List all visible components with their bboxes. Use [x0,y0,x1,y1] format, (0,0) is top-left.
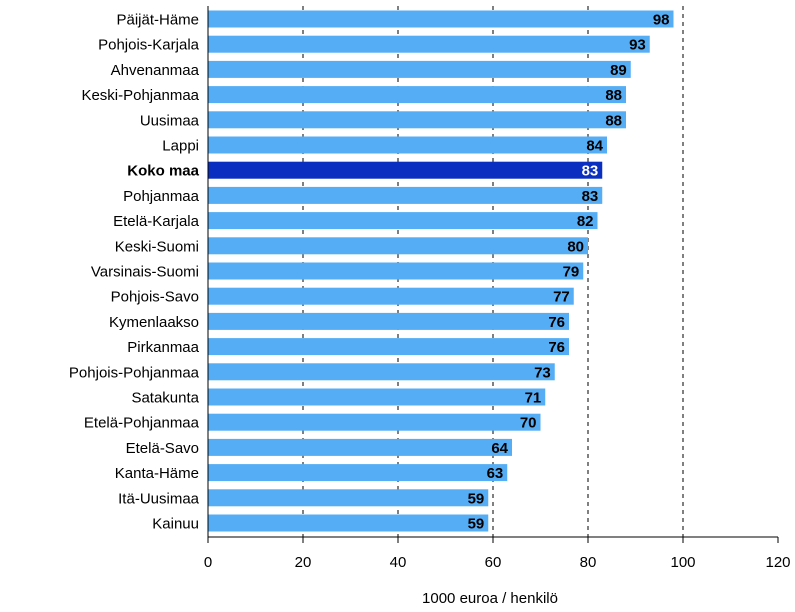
category-label-etelä-pohjanmaa: Etelä-Pohjanmaa [84,415,200,432]
category-label-päijät-häme: Päijät-Häme [116,12,199,29]
value-label-uusimaa: 88 [605,112,622,129]
category-label-etelä-karjala: Etelä-Karjala [113,213,200,230]
value-label-varsinais-suomi: 79 [563,264,580,281]
bar-etelä-pohjanmaa [208,413,541,431]
value-label-keski-pohjanmaa: 88 [605,87,622,104]
category-label-uusimaa: Uusimaa [140,112,200,129]
category-label-satakunta: Satakunta [131,390,199,407]
category-label-pohjois-pohjanmaa: Pohjois-Pohjanmaa [69,364,200,381]
category-label-pohjois-savo: Pohjois-Savo [111,289,199,306]
bar-keski-suomi [208,237,588,255]
x-tick-label-40: 40 [390,554,407,571]
bar-pohjois-karjala [208,35,650,53]
bar-kanta-häme [208,464,508,482]
bar-päijät-häme [208,10,674,28]
labels: 98 Päijät-Häme 93 Pohjois-Karjala 89 Ahvenanm… [69,12,791,572]
category-label-itä-uusimaa: Itä-Uusimaa [118,490,200,507]
bar-pohjanmaa [208,186,603,204]
bar-pohjois-savo [208,287,574,305]
value-label-etelä-karjala: 82 [577,213,594,230]
bar-varsinais-suomi [208,262,584,280]
value-label-etelä-pohjanmaa: 70 [520,415,537,432]
x-tick-label-120: 120 [765,554,790,571]
value-label-keski-suomi: 80 [567,238,584,255]
bar-kainuu [208,514,489,532]
value-label-satakunta: 71 [525,390,542,407]
value-label-kainuu: 59 [468,516,485,533]
bar-etelä-karjala [208,212,598,230]
category-label-keski-suomi: Keski-Suomi [115,238,199,255]
bar-ahvenanmaa [208,60,631,78]
value-label-koko-maa: 83 [582,163,599,180]
category-label-koko-maa: Koko maa [127,163,199,180]
x-tick-label-60: 60 [485,554,502,571]
value-label-lappi: 84 [586,138,603,155]
x-tick-label-20: 20 [295,554,312,571]
value-label-ahvenanmaa: 89 [610,62,627,79]
bar-pirkanmaa [208,338,569,356]
bar-pohjois-pohjanmaa [208,363,555,381]
bar-koko-maa [208,161,603,179]
category-label-ahvenanmaa: Ahvenanmaa [111,62,200,79]
value-label-päijät-häme: 98 [653,12,670,29]
value-label-pohjois-savo: 77 [553,289,570,306]
bar-uusimaa [208,111,626,129]
axes [207,6,779,543]
value-label-pohjanmaa: 83 [582,188,599,205]
x-axis-title: 1000 euroa / henkilö [422,590,558,607]
category-label-pohjanmaa: Pohjanmaa [123,188,200,205]
category-label-kymenlaakso: Kymenlaakso [109,314,199,331]
bar-satakunta [208,388,546,406]
bars [208,10,674,532]
value-label-kanta-häme: 63 [487,465,504,482]
category-label-etelä-savo: Etelä-Savo [126,440,199,457]
category-label-varsinais-suomi: Varsinais-Suomi [91,264,199,281]
category-label-pirkanmaa: Pirkanmaa [127,339,199,356]
x-tick-label-80: 80 [580,554,597,571]
bar-keski-pohjanmaa [208,86,626,104]
value-label-itä-uusimaa: 59 [468,490,485,507]
bar-kymenlaakso [208,312,569,330]
value-label-etelä-savo: 64 [491,440,508,457]
value-label-pohjois-karjala: 93 [629,37,646,54]
bar-itä-uusimaa [208,489,489,507]
value-label-pohjois-pohjanmaa: 73 [534,364,551,381]
category-label-lappi: Lappi [162,138,199,155]
category-label-kainuu: Kainuu [152,516,199,533]
category-label-keski-pohjanmaa: Keski-Pohjanmaa [81,87,199,104]
category-label-kanta-häme: Kanta-Häme [115,465,199,482]
bar-lappi [208,136,607,154]
value-label-kymenlaakso: 76 [548,314,565,331]
x-tick-label-0: 0 [204,554,212,571]
x-tick-label-100: 100 [670,554,695,571]
category-label-pohjois-karjala: Pohjois-Karjala [98,37,200,54]
bar-etelä-savo [208,438,512,456]
value-label-pirkanmaa: 76 [548,339,565,356]
